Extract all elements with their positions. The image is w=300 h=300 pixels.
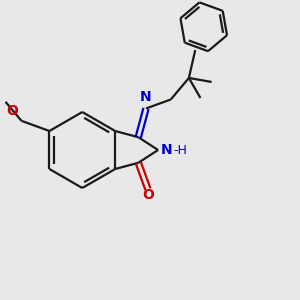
Text: O: O (6, 103, 18, 118)
Text: -H: -H (173, 143, 187, 157)
Text: O: O (142, 188, 154, 202)
Text: N: N (140, 90, 152, 104)
Text: N: N (161, 143, 172, 157)
